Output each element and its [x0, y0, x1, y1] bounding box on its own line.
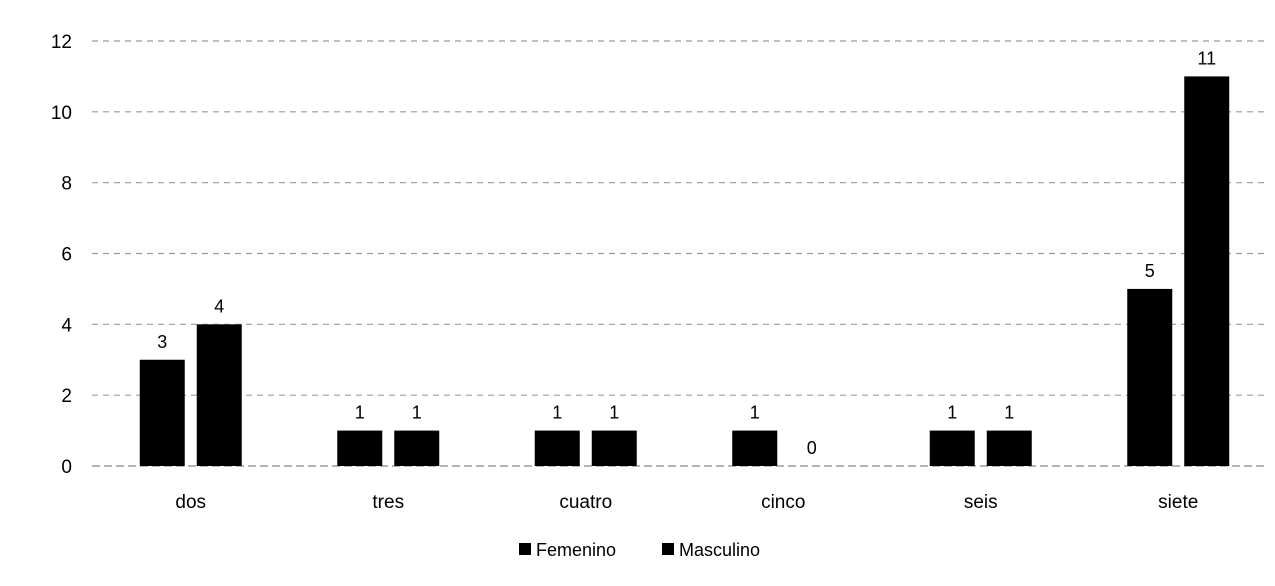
data-label-femenino-dos: 3 — [157, 332, 167, 352]
legend-label-femenino: Femenino — [536, 540, 616, 560]
data-label-femenino-cinco: 1 — [750, 403, 760, 423]
bars — [139, 76, 1230, 467]
bar-masculino-dos — [196, 324, 242, 466]
bar-femenino-seis — [929, 430, 975, 466]
y-tick-label: 4 — [61, 315, 72, 336]
category-label-tres: tres — [372, 492, 404, 513]
y-tick-label: 12 — [51, 32, 72, 53]
legend-swatch-femenino — [519, 543, 531, 555]
x-axis-categories: dos tres cuatro cinco seis siete — [175, 492, 1198, 513]
y-axis-ticks: 0 2 4 6 8 10 12 — [51, 32, 73, 478]
data-label-femenino-seis: 1 — [947, 403, 957, 423]
y-tick-label: 0 — [61, 457, 72, 478]
legend-label-masculino: Masculino — [679, 540, 760, 560]
bar-femenino-dos — [139, 359, 185, 466]
bar-masculino-tres — [394, 430, 440, 466]
category-label-cinco: cinco — [761, 492, 805, 513]
category-label-dos: dos — [175, 492, 206, 513]
category-label-cuatro: cuatro — [559, 492, 612, 513]
bar-masculino-siete — [1184, 76, 1230, 467]
category-label-seis: seis — [964, 492, 998, 513]
bar-masculino-cuatro — [591, 430, 637, 466]
gridlines — [92, 40, 1265, 467]
category-label-siete: siete — [1158, 492, 1198, 513]
data-label-masculino-cuatro: 1 — [609, 403, 619, 423]
y-tick-label: 10 — [51, 103, 72, 124]
y-tick-label: 8 — [61, 174, 72, 195]
data-label-femenino-siete: 5 — [1145, 261, 1155, 281]
data-label-masculino-tres: 1 — [412, 403, 422, 423]
bar-femenino-cinco — [732, 430, 778, 466]
data-label-masculino-siete: 11 — [1197, 48, 1216, 68]
bar-femenino-siete — [1127, 288, 1173, 466]
bar-femenino-cuatro — [534, 430, 580, 466]
legend-swatch-masculino — [662, 543, 674, 555]
data-label-masculino-seis: 1 — [1004, 403, 1014, 423]
bar-masculino-seis — [986, 430, 1032, 466]
legend: Femenino Masculino — [519, 540, 760, 560]
data-label-masculino-cinco: 0 — [807, 438, 817, 458]
y-tick-label: 6 — [61, 245, 72, 266]
y-tick-label: 2 — [61, 386, 72, 407]
data-label-masculino-dos: 4 — [214, 296, 224, 316]
data-label-femenino-cuatro: 1 — [552, 403, 562, 423]
data-label-femenino-tres: 1 — [355, 403, 365, 423]
bar-femenino-tres — [337, 430, 383, 466]
